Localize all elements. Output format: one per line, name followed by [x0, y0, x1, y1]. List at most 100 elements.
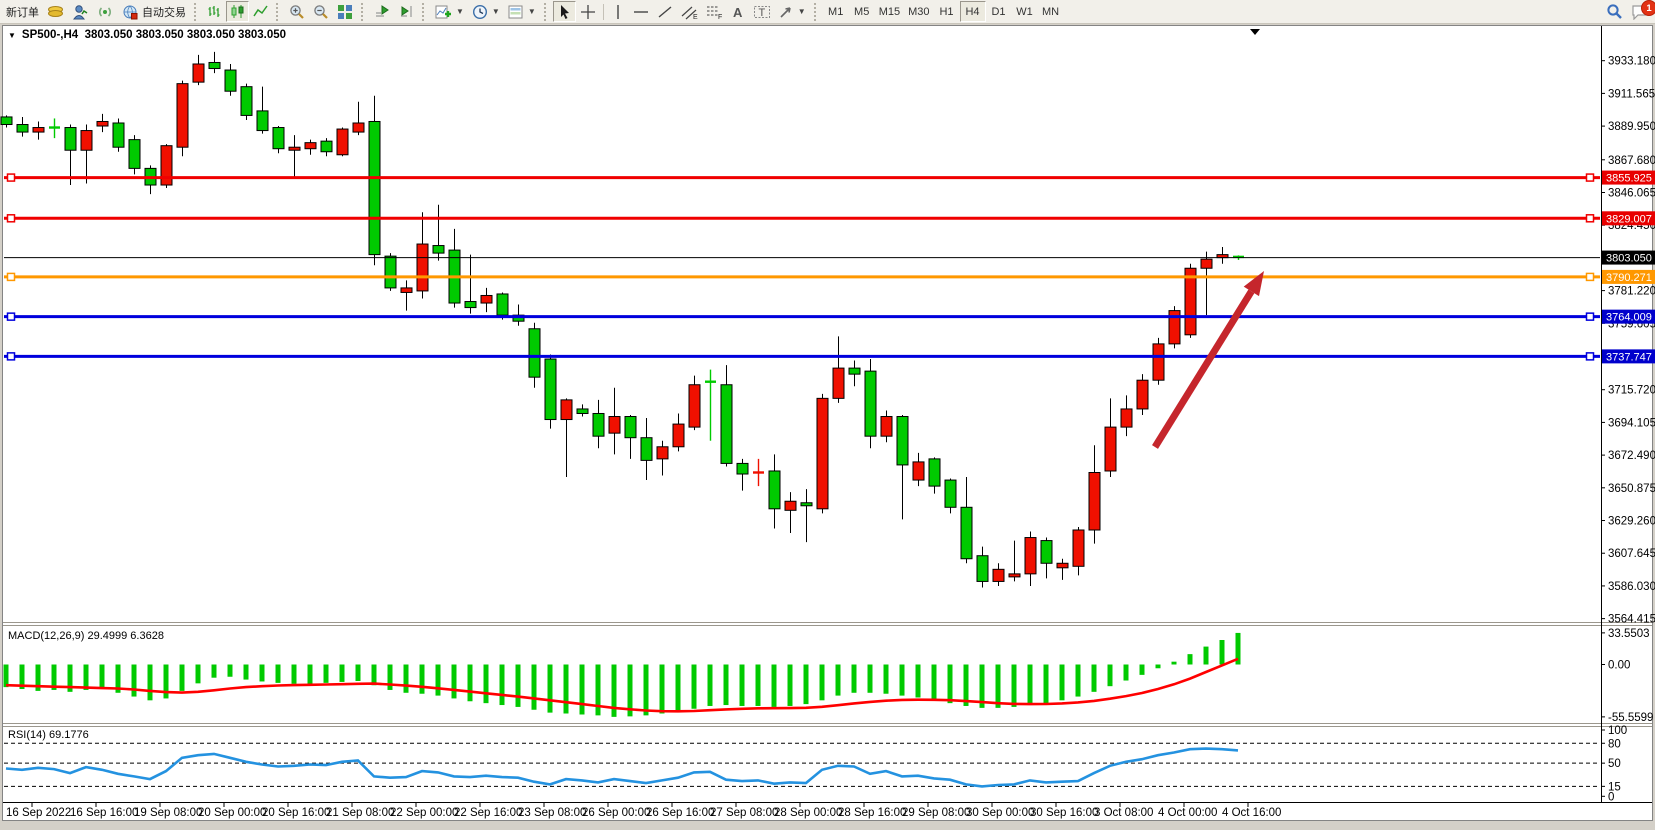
price-tag-3764.009: 3764.009: [1602, 309, 1655, 324]
price-tag-3790.271: 3790.271: [1602, 269, 1655, 284]
line-handle[interactable]: [6, 173, 16, 182]
price-line-3855.925[interactable]: [4, 173, 1600, 182]
line-handle[interactable]: [1585, 272, 1595, 282]
timeframe-button-H1[interactable]: H1: [939, 5, 954, 18]
templates-button[interactable]: ▼: [504, 1, 540, 22]
price-line-3737.747[interactable]: [4, 352, 1600, 361]
timeframe-button-MN[interactable]: MN: [1041, 5, 1060, 18]
price-tag-3737.747: 3737.747: [1602, 349, 1655, 364]
candle: [800, 489, 813, 543]
price-line-3790.271[interactable]: [4, 272, 1600, 282]
horizontal-line-tool-button[interactable]: [629, 1, 653, 22]
candle: [224, 63, 237, 96]
line-handle[interactable]: [1585, 214, 1595, 223]
trend-arrow[interactable]: [1152, 271, 1264, 449]
line-handle[interactable]: [1585, 312, 1595, 321]
candle: [208, 51, 221, 74]
accounts-button[interactable]: [68, 1, 93, 22]
timeframe-button-W1[interactable]: W1: [1016, 5, 1033, 18]
candle: [32, 121, 45, 140]
zoom-out-icon: [314, 4, 328, 19]
svg-text:3790.271: 3790.271: [1606, 272, 1652, 284]
fibonacci-tool-button[interactable]: F: [702, 1, 727, 22]
candle: [336, 127, 349, 157]
arrows-tool-button[interactable]: ▼: [775, 1, 810, 22]
candle: [304, 139, 317, 155]
zoom-out-button[interactable]: [309, 1, 333, 22]
line-chart-mode-button[interactable]: [249, 1, 272, 22]
cursor-icon: [560, 4, 569, 19]
zoom-in-button[interactable]: [285, 1, 309, 22]
price-axis: 3933.180 3911.565 3889.950 3867.680 3846.065…: [1601, 56, 1655, 626]
svg-text:28 Sep 00:00: 28 Sep 00:00: [774, 807, 842, 819]
toolbar-grip: [361, 2, 366, 21]
svg-text:3764.009: 3764.009: [1606, 312, 1652, 324]
candle: [976, 546, 989, 588]
new-order-button[interactable]: 新订单: [2, 1, 43, 22]
signals-button[interactable]: [93, 1, 118, 22]
equidistant-channel-icon: E: [681, 6, 698, 20]
chart-shift-button[interactable]: [394, 1, 418, 22]
toolbar-grip: [276, 2, 281, 21]
svg-text:T: T: [758, 7, 765, 19]
candle: [944, 478, 957, 514]
channel-tool-button[interactable]: E: [677, 1, 702, 22]
timeframe-button-M1[interactable]: M1: [828, 5, 844, 18]
candle: [576, 404, 589, 417]
timeframe-button-M30[interactable]: M30: [908, 5, 930, 18]
gold-coins-icon: [48, 6, 63, 17]
candlestick-mode-button[interactable]: [226, 1, 249, 22]
cursor-tool-button[interactable]: [552, 1, 576, 22]
crosshair-tool-button[interactable]: [576, 1, 600, 22]
autotrade-button[interactable]: 自动交易: [118, 1, 190, 22]
text-tool-button[interactable]: A: [727, 1, 749, 22]
signal-icon: [99, 6, 111, 17]
line-handle[interactable]: [1585, 352, 1595, 361]
candle: [432, 204, 445, 261]
candle: [1072, 526, 1085, 576]
candle: [960, 477, 973, 564]
trendline-icon: [658, 5, 672, 18]
notifications-button[interactable]: 1: [1627, 0, 1655, 22]
line-handle[interactable]: [6, 272, 16, 282]
line-handle[interactable]: [6, 312, 16, 321]
svg-text:3 Oct 08:00: 3 Oct 08:00: [1094, 807, 1153, 819]
svg-text:3829.007: 3829.007: [1606, 213, 1652, 225]
add-indicator-icon: [435, 5, 451, 18]
timeframe-button-H4[interactable]: H4: [959, 1, 986, 22]
svg-text:3737.747: 3737.747: [1606, 351, 1652, 363]
pane-separator: [3, 723, 1652, 727]
candle: [1024, 531, 1037, 586]
market-watch-button[interactable]: [43, 1, 68, 22]
dropdown-arrow-icon: ▼: [527, 7, 536, 16]
bar-chart-mode-button[interactable]: [203, 1, 226, 22]
vertical-line-tool-button[interactable]: [607, 1, 629, 22]
svg-text:27 Sep 08:00: 27 Sep 08:00: [710, 807, 778, 819]
periods-button[interactable]: ▼: [468, 1, 504, 22]
notification-badge: 1: [1641, 0, 1655, 16]
line-handle[interactable]: [1585, 173, 1595, 182]
svg-text:22 Sep 16:00: 22 Sep 16:00: [454, 807, 522, 819]
candle: [1136, 374, 1149, 416]
label-tool-button[interactable]: T: [749, 1, 775, 22]
vertical-line-icon: [617, 4, 619, 19]
indicators-button[interactable]: ▼: [431, 1, 468, 22]
price-line-3829.007[interactable]: [4, 214, 1600, 223]
tile-windows-button[interactable]: [333, 1, 357, 22]
candle: [368, 95, 381, 266]
line-handle[interactable]: [6, 352, 16, 361]
candle: [112, 118, 125, 152]
timeframe-button-M5[interactable]: M5: [854, 5, 870, 18]
svg-text:3629.260: 3629.260: [1608, 516, 1655, 528]
price-line-3764.009[interactable]: [4, 312, 1600, 321]
timeframe-button-M15[interactable]: M15: [878, 5, 901, 18]
timeframe-button-D1[interactable]: D1: [991, 5, 1006, 18]
auto-scroll-button[interactable]: [370, 1, 394, 22]
candle: [864, 359, 877, 449]
line-handle[interactable]: [6, 214, 16, 223]
candle: [544, 354, 557, 429]
trendline-tool-button[interactable]: [653, 1, 677, 22]
search-button[interactable]: [1602, 1, 1627, 22]
chart-canvas[interactable]: 3933.180 3911.565 3889.950 3867.680 3846.065…: [0, 24, 1655, 825]
